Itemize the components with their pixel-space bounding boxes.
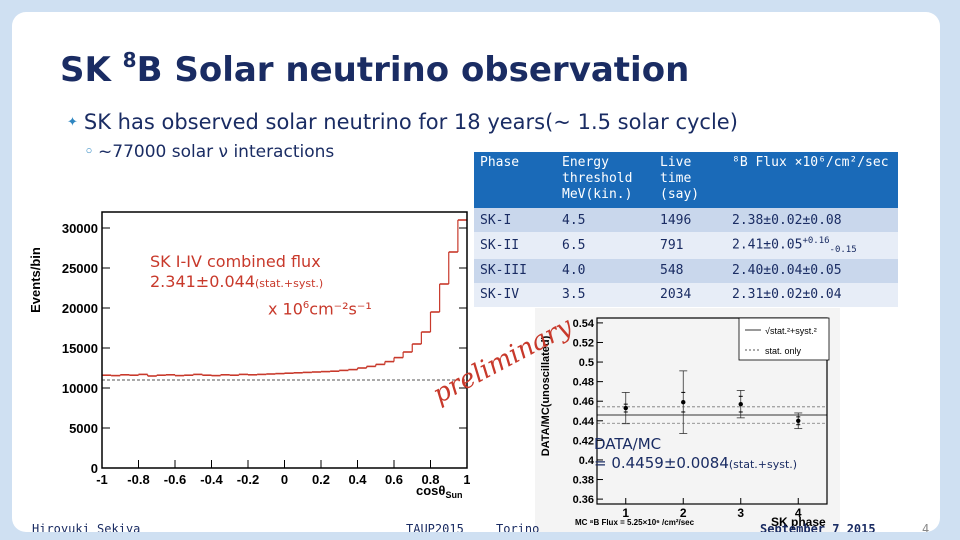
table-row: SK-IV 3.5 2034 2.31±0.02±0.04 bbox=[474, 282, 898, 307]
legend-stat: stat. only bbox=[765, 346, 802, 356]
y-tick-label: 0.48 bbox=[573, 377, 594, 389]
header-live: Live time (say) bbox=[654, 152, 726, 208]
cell-threshold: 6.5 bbox=[556, 232, 654, 259]
footer-author: Hiroyuki Sekiya bbox=[32, 522, 141, 532]
phase-table: Phase Energy threshold MeV(kin.) Live ti… bbox=[474, 152, 898, 307]
cell-live: 1496 bbox=[654, 208, 726, 232]
x-tick-label: -0.2 bbox=[237, 472, 259, 487]
x-tick-label: 0.4 bbox=[348, 472, 367, 487]
cell-flux: 2.40±0.04±0.05 bbox=[726, 258, 898, 283]
table-row: SK-II 6.5 791 2.41±0.05+0.16-0.15 bbox=[474, 232, 898, 259]
x-tick-label: 0 bbox=[281, 472, 288, 487]
y-tick-label: 0.42 bbox=[573, 435, 594, 447]
flux-sup: +0.16 bbox=[802, 236, 830, 246]
y-tick-label: 0.54 bbox=[573, 318, 595, 330]
angular-distribution-chart: 0 5000 10000 15000 20000 25000 30000 -1 -0.8 -0.6… bbox=[30, 211, 470, 498]
plot-frame bbox=[596, 317, 828, 505]
cell-phase: SK-IV bbox=[474, 282, 556, 307]
data-point bbox=[738, 401, 743, 407]
combined-title: SK I-IV combined flux bbox=[150, 252, 321, 271]
data-mc-line1: DATA/MC bbox=[594, 435, 662, 453]
y-tick-label: 30000 bbox=[62, 221, 98, 236]
legend-total: √stat.²+syst.² bbox=[765, 326, 817, 336]
footer-place: Torino bbox=[496, 522, 540, 532]
bullet-sub: ◦ ~77000 solar ν interactions bbox=[84, 142, 335, 162]
cell-phase: SK-I bbox=[474, 208, 556, 232]
bullet-main: ✦ SK has observed solar neutrino for 18 y… bbox=[67, 110, 738, 134]
y-tick-label: 0.52 bbox=[573, 337, 594, 349]
y-tick-label: 0 bbox=[91, 461, 98, 476]
data-point bbox=[681, 399, 686, 405]
cell-threshold: 3.5 bbox=[556, 282, 654, 307]
cell-flux: 2.41±0.05+0.16-0.15 bbox=[726, 232, 898, 259]
x-tick-label: -0.6 bbox=[164, 472, 186, 487]
header-threshold: Energy threshold MeV(kin.) bbox=[556, 152, 654, 208]
cell-flux: 2.31±0.02±0.04 bbox=[726, 282, 898, 307]
title-superscript: 8 bbox=[122, 48, 137, 72]
combined-unit: x 106cm⁻²s⁻¹ bbox=[268, 299, 372, 319]
y-axis-label: DATA/MC(unoscillated) bbox=[540, 335, 552, 456]
x-tick-label: -1 bbox=[96, 472, 108, 487]
y-tick-label: 0.5 bbox=[579, 357, 594, 369]
slide-title: SK 8B Solar neutrino observation bbox=[60, 48, 690, 90]
cell-live: 2034 bbox=[654, 282, 726, 307]
plot-frame bbox=[101, 211, 468, 469]
y-tick-label: 5000 bbox=[69, 421, 98, 436]
header-flux: ⁸B Flux ×10⁶/cm²/sec bbox=[726, 152, 898, 208]
y-tick-label: 0.36 bbox=[573, 494, 594, 506]
table-row: SK-I 4.5 1496 2.38±0.02±0.08 bbox=[474, 208, 898, 232]
combined-flux-label: SK I-IV combined flux 2.341±0.044(stat.+… bbox=[150, 252, 372, 318]
x-tick-label: 4 bbox=[795, 506, 802, 520]
x-axis-label: cosθSun bbox=[416, 483, 462, 498]
bullet-marker-icon: ✦ bbox=[67, 115, 78, 130]
phase-table-header: Phase Energy threshold MeV(kin.) Live ti… bbox=[474, 152, 898, 208]
data-mc-result: DATA/MC = 0.4459±0.0084(stat.+syst.) bbox=[594, 435, 797, 474]
x-tick-label: 1 bbox=[463, 472, 470, 487]
combined-value: 2.341±0.044(stat.+syst.) bbox=[150, 272, 324, 291]
x-tick-label: 1 bbox=[622, 506, 629, 520]
x-axis-label: SK phase bbox=[771, 515, 826, 529]
flux-sub: -0.15 bbox=[829, 244, 857, 255]
cell-flux: 2.38±0.02±0.08 bbox=[726, 208, 898, 232]
x-tick-label: 2 bbox=[680, 506, 687, 520]
footer-conference: TAUP2015 bbox=[406, 522, 464, 532]
y-tick-label: 10000 bbox=[62, 381, 98, 396]
cell-threshold: 4.5 bbox=[556, 208, 654, 232]
x-tick-label: 0.2 bbox=[312, 472, 330, 487]
y-tick-label: 0.38 bbox=[573, 475, 594, 487]
footer-date: September 7 2015 bbox=[760, 522, 876, 532]
y-tick-label: 20000 bbox=[62, 301, 98, 316]
x-tick-label: 0.6 bbox=[385, 472, 403, 487]
sub-bullet-marker-icon: ◦ bbox=[84, 142, 95, 162]
table-row: SK-III 4.0 548 2.40±0.04±0.05 bbox=[474, 258, 898, 283]
header-phase: Phase bbox=[474, 152, 556, 208]
data-mc-line2: = 0.4459±0.0084(stat.+syst.) bbox=[594, 454, 798, 472]
x-tick-label: 0.8 bbox=[421, 472, 439, 487]
x-tick-label: -0.4 bbox=[200, 472, 223, 487]
x-tick-label: -0.8 bbox=[127, 472, 149, 487]
y-tick-label: 25000 bbox=[62, 261, 98, 276]
legend-box bbox=[738, 317, 830, 361]
slide: SK 8B Solar neutrino observation ✦ SK has… bbox=[12, 12, 940, 532]
x-tick-label: 3 bbox=[737, 506, 744, 520]
cell-threshold: 4.0 bbox=[556, 258, 654, 283]
y-tick-label: 0.44 bbox=[573, 416, 595, 428]
cell-live: 791 bbox=[654, 232, 726, 259]
cell-phase: SK-III bbox=[474, 258, 556, 283]
data-point bbox=[623, 405, 628, 411]
data-point bbox=[796, 418, 801, 423]
data-mc-ratio-chart: 0.36 0.38 0.4 0.42 0.44 0.46 0.48 0.5 0.52 0.54 1 2… bbox=[535, 308, 840, 532]
mc-flux-note: MC ⁸B Flux = 5.25×10⁶ /cm²/sec bbox=[575, 518, 695, 527]
footer-page-number: 4 bbox=[922, 522, 930, 532]
y-tick-label: 15000 bbox=[62, 341, 98, 356]
y-axis-label: Events/bin bbox=[30, 247, 43, 313]
cell-phase: SK-II bbox=[474, 232, 556, 259]
cell-live: 548 bbox=[654, 258, 726, 283]
y-tick-label: 0.46 bbox=[573, 396, 594, 408]
y-tick-label: 0.4 bbox=[579, 455, 595, 467]
